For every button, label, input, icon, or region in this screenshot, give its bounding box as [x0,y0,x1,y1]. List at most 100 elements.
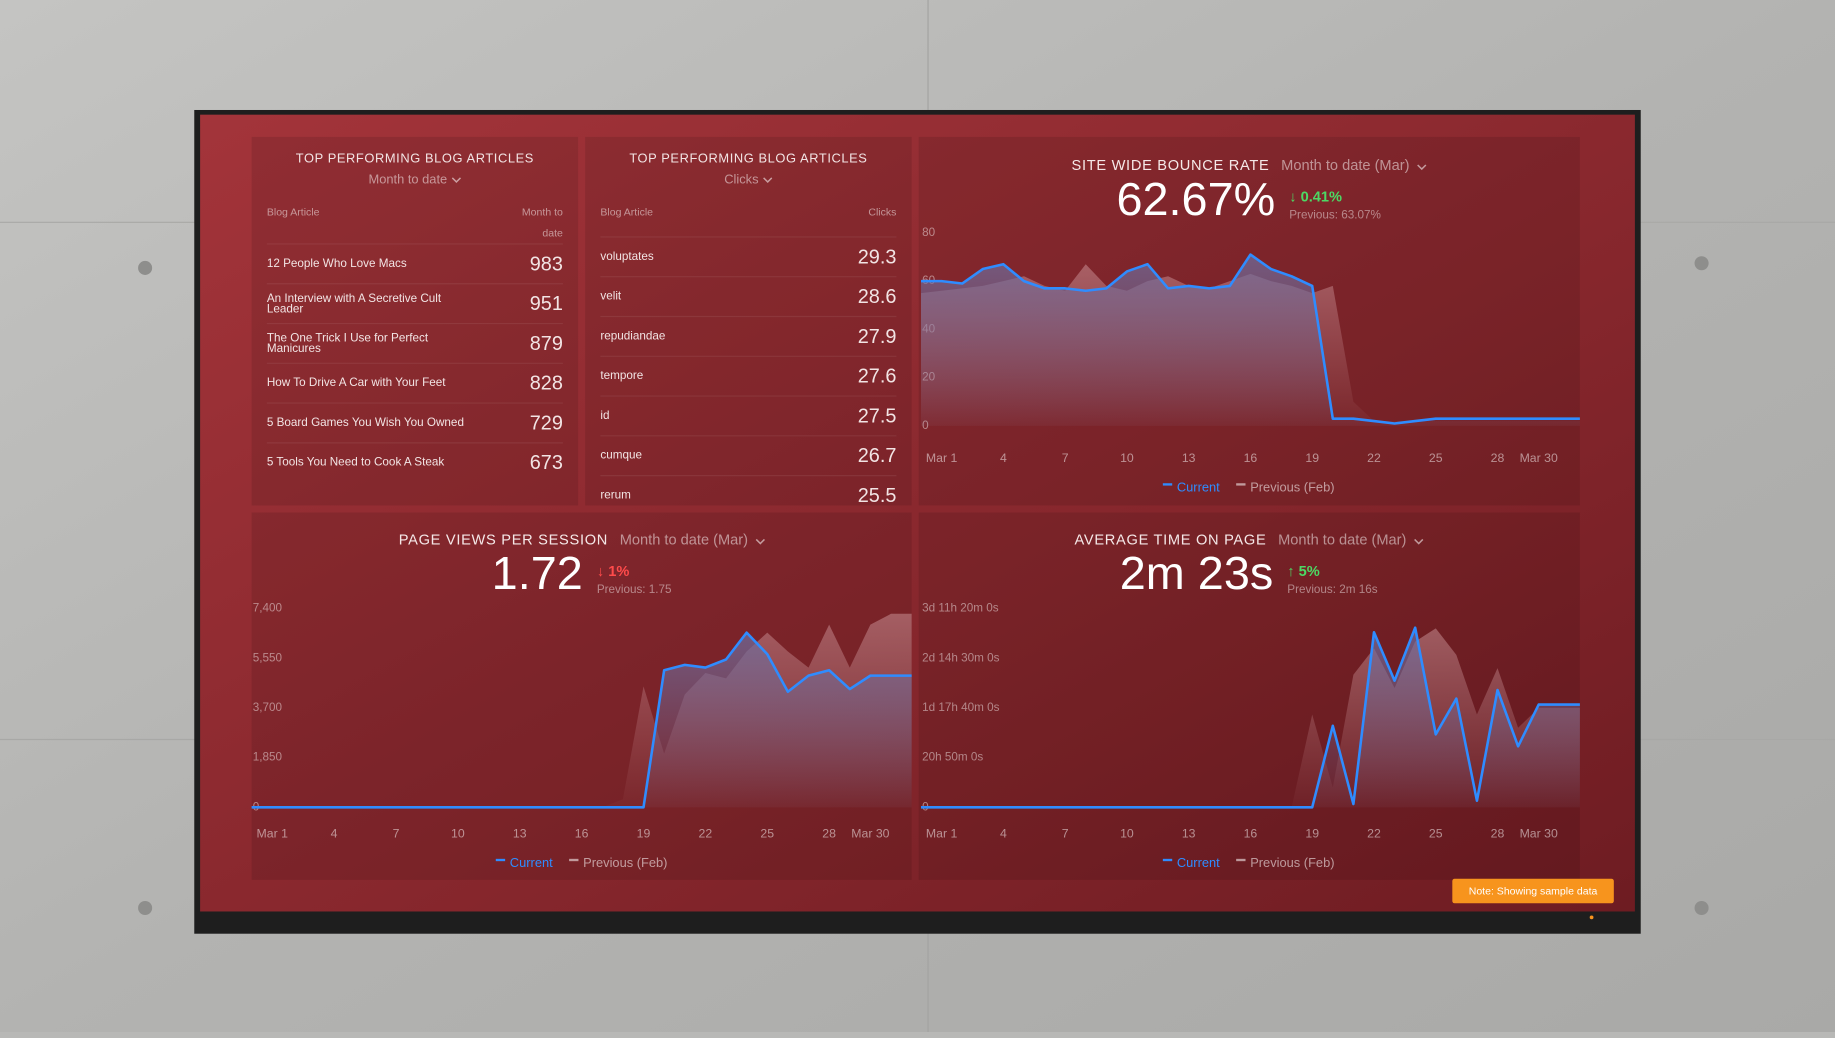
wall-bolt [1694,256,1709,271]
table-row: id 27.5 [600,395,897,435]
x-tick-label: 25 [1429,451,1443,465]
column-header: Blog Article [266,205,320,218]
kpi-change: ↑ 5% [1287,564,1319,580]
x-tick-label: Mar 1 [257,827,289,841]
column-header: Clicks [868,205,897,218]
y-tick-label: 3,700 [253,701,283,714]
article-value: 27.9 [857,324,897,347]
dropdown-label: Clicks [724,173,759,188]
chevron [763,177,773,184]
dropdown-label: Month to date [368,173,448,188]
article-name: 5 Board Games You Wish You Owned [266,416,464,430]
dropdown-icon [763,177,773,184]
column-header: Month to date [521,205,563,239]
y-tick-label: 80 [922,226,936,239]
table-row: The One Trick I Use for Perfect Manicure… [266,322,563,363]
x-tick-label: 10 [451,827,465,841]
dropdown-icon [451,177,462,184]
article-name: The One Trick I Use for Perfect Manicure… [266,331,429,356]
article-value: 27.5 [857,404,897,427]
article-name: velit [600,290,622,304]
dropdown-chevron [1414,538,1424,545]
x-tick-label: 16 [575,827,589,841]
wall-bolt [1694,900,1709,915]
legend-label: Current [1177,855,1220,870]
kpi-change: ↓ 0.41% [1289,190,1342,206]
x-tick-label: 19 [1305,827,1319,841]
x-tick-label: 19 [1305,451,1319,465]
x-tick-label: 7 [1062,451,1069,465]
x-tick-label: 19 [637,827,651,841]
table-dropdown[interactable]: Month to date [267,173,563,189]
table-header: Blog Article Clicks [600,201,896,236]
x-tick-label: 25 [760,827,774,841]
current-line [921,626,1580,809]
x-tick-label: 28 [822,827,836,841]
x-tick-label: Mar 30 [1520,451,1558,465]
table-row: 12 People Who Love Macs 983 [266,243,563,283]
chart-dropdown[interactable]: Month to date (Mar) [1281,158,1409,174]
x-tick-label: Mar 1 [926,451,958,465]
x-tick-label: 7 [1062,827,1069,841]
kpi-previous: Previous: 1.75 [597,583,672,596]
article-name: 12 People Who Love Macs [266,257,407,271]
table-row: How To Drive A Car with Your Feet 828 [266,362,563,403]
article-name: cumque [600,449,642,463]
table-row: repudiandae 27.9 [600,315,897,356]
table-row: An Interview with A Secretive Cult Leade… [266,283,563,323]
chart-title: AVERAGE TIME ON PAGE [1075,532,1267,548]
article-value: 25.5 [857,483,897,507]
chart-title: SITE WIDE BOUNCE RATE [1072,158,1270,174]
kpi-value: 62.67% [1116,173,1275,225]
x-tick-label: 22 [1367,451,1381,465]
kpi-previous: Previous: 63.07% [1289,208,1381,221]
article-value: 951 [529,291,563,315]
table-row: voluptates 29.3 [600,236,897,276]
y-tick-label: 2d 14h 30m 0s [922,651,999,664]
table-panel: TOP PERFORMING BLOG ARTICLES Clicks Blog A… [585,137,912,506]
kpi-value: 1.72 [492,547,583,599]
x-tick-label: 13 [1182,827,1196,841]
x-tick-label: 28 [1491,451,1505,465]
article-name: tempore [600,369,644,383]
column-header: Blog Article [600,205,654,218]
x-tick-label: 28 [1491,827,1505,841]
table-panel: TOP PERFORMING BLOG ARTICLES Month to dat… [252,137,579,506]
legend-label: Previous (Feb) [1250,479,1334,494]
current-line [921,253,1580,425]
charts: SITE WIDE BOUNCE RATE Month to date (Mar)… [251,158,1580,870]
x-tick-label: 16 [1244,451,1258,465]
current-area [251,632,912,808]
table-title: TOP PERFORMING BLOG ARTICLES [295,152,534,167]
table-row: rerum 25.5 [600,475,897,515]
x-tick-label: 22 [1367,827,1381,841]
y-tick-label: 7,400 [253,602,283,615]
kpi-change: ↓ 1% [597,564,629,580]
y-tick-label: 1d 17h 40m 0s [922,701,999,714]
power-led [1589,915,1594,920]
article-name: voluptates [600,250,654,264]
article-name: rerum [600,489,631,502]
table-row: velit 28.6 [600,276,897,316]
x-tick-label: 10 [1120,827,1134,841]
current-area [921,254,1580,426]
article-name: id [600,409,610,423]
x-tick-label: 4 [1000,827,1007,841]
x-tick-label: Mar 30 [851,827,889,841]
chart-dropdown[interactable]: Month to date (Mar) [1278,532,1406,548]
current-line [251,631,912,809]
article-value: 28.6 [857,284,897,308]
panel [251,136,579,506]
table-dropdown[interactable]: Clicks [600,173,896,189]
note-text: Note: Showing sample data [1469,885,1598,897]
article-value: 673 [529,451,563,474]
x-tick-label: 10 [1120,451,1134,465]
x-tick-label: 13 [1182,451,1196,465]
table-title: TOP PERFORMING BLOG ARTICLES [629,152,868,167]
chart-dropdown[interactable]: Month to date (Mar) [620,532,748,548]
article-value: 729 [529,411,563,434]
article-name: 5 Tools You Need to Cook A Steak [266,456,445,470]
